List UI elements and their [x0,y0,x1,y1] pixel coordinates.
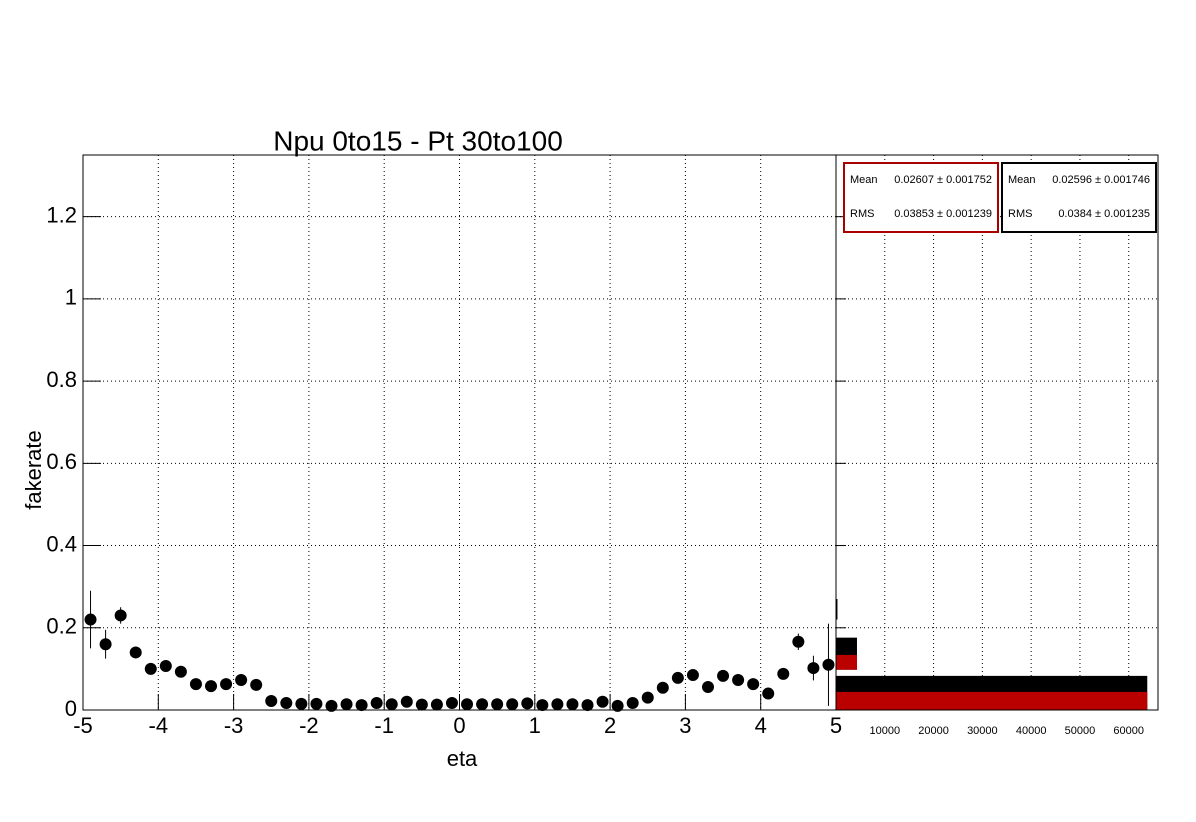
data-point [129,646,142,659]
data-point [415,698,428,711]
data-point [370,697,383,710]
data-point [295,697,308,710]
data-point [641,691,654,704]
data-point [551,698,564,711]
data-point [762,687,775,700]
data-point [792,635,805,648]
x-tick-label: 0 [453,713,465,738]
x-tick-label: 60000 [1113,725,1144,737]
stats-label: Mean [850,174,878,186]
x-tick-label: -2 [299,713,319,738]
data-point [461,698,474,711]
y-tick-label: 0.2 [46,614,77,639]
y-tick-label: 1.2 [46,202,77,227]
data-point [581,699,594,712]
stats-label: RMS [850,208,874,220]
data-point [220,678,233,691]
data-point [280,697,293,710]
data-point [385,698,398,711]
data-point [506,698,519,711]
data-point [400,695,413,708]
data-point [235,673,248,686]
x-tick-label: 1 [529,713,541,738]
data-point [355,699,368,712]
x-tick-label: 50000 [1065,725,1096,737]
x-axis-label: eta [447,746,478,771]
stats-value: 0.02607 ± 0.001752 [894,174,992,186]
y-tick-label: 0.8 [46,367,77,392]
y-tick-label: 0.6 [46,449,77,474]
data-point [189,678,202,691]
data-point [491,698,504,711]
plot-frame [82,154,837,711]
x-tick-label: 4 [755,713,767,738]
data-point [340,698,353,711]
data-point [174,665,187,678]
stats-box [843,162,999,233]
data-point [536,699,549,712]
hist-bar [836,654,857,670]
data-point [626,697,639,710]
data-point [114,609,127,622]
data-point [476,698,489,711]
data-point [159,660,172,673]
data-point [250,678,263,691]
x-tick-label: 3 [679,713,691,738]
hist-bar [836,691,1148,710]
data-point [656,681,669,694]
x-tick-label: 5 [830,713,842,738]
data-point [822,658,835,671]
chart-title: Npu 0to15 - Pt 30to100 [273,125,563,156]
plot-frame [835,154,1159,711]
stats-value: 0.03853 ± 0.001239 [894,208,992,220]
x-tick-label: -3 [224,713,244,738]
stats-value: 0.0384 ± 0.001235 [1058,208,1150,220]
hist-bar [836,599,838,620]
y-tick-label: 0.4 [46,531,77,556]
data-point [566,698,579,711]
y-axis-label: fakerate [21,430,46,510]
data-point [747,678,760,691]
data-point [84,613,97,626]
data-point [205,680,218,693]
data-point [144,662,157,675]
data-point [686,669,699,682]
data-point [430,698,443,711]
data-point [445,697,458,710]
data-point [596,695,609,708]
data-point [777,667,790,680]
x-tick-label: 40000 [1016,725,1047,737]
stats-label: RMS [1008,208,1032,220]
data-point [611,699,624,712]
stats-label: Mean [1008,174,1036,186]
y-tick-label: 1 [65,285,77,310]
x-tick-label: -5 [73,713,93,738]
x-tick-label: 10000 [869,725,900,737]
x-tick-label: 2 [604,713,616,738]
x-tick-label: -4 [149,713,169,738]
data-point [717,669,730,682]
data-point [671,671,684,684]
data-point [732,673,745,686]
data-point [265,694,278,707]
data-point [807,662,820,675]
x-tick-label: -1 [374,713,394,738]
data-point [325,699,338,712]
data-point [310,697,323,710]
stats-box [1001,162,1157,233]
data-point [701,680,714,693]
data-point [521,697,534,710]
stats-value: 0.02596 ± 0.001746 [1052,174,1150,186]
data-point [99,638,112,651]
y-tick-label: 0 [65,696,77,721]
x-tick-label: 30000 [967,725,998,737]
x-tick-label: 20000 [918,725,949,737]
